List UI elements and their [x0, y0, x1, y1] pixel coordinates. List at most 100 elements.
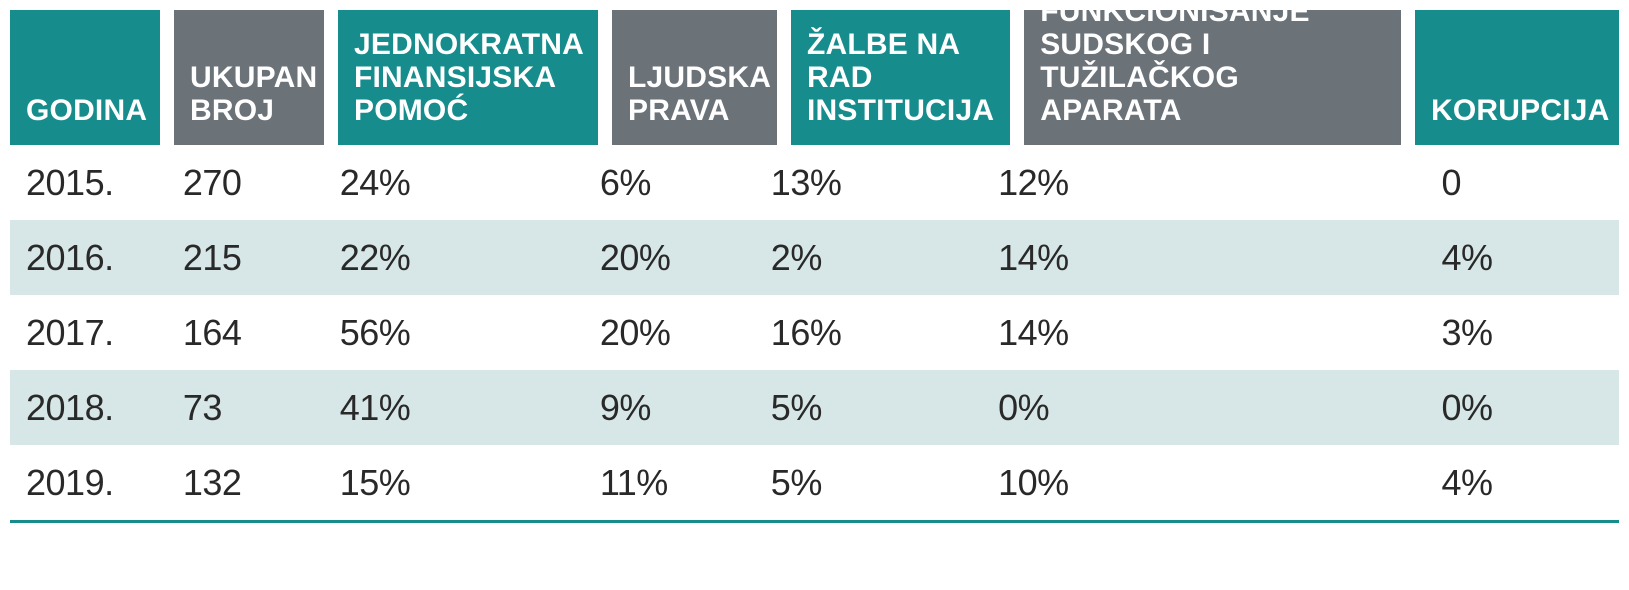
cell-ljudska-prava: 20% [584, 295, 741, 370]
cell-zalbe-institucija: 16% [755, 295, 968, 370]
cell-value: 270 [183, 162, 242, 204]
cell-value: 0% [998, 387, 1049, 429]
cell-zalbe-institucija: 2% [755, 220, 968, 295]
table-row: 2015. 270 24% 6% 13% 12% 0 [10, 145, 1619, 220]
col-header-label: UKUPAN BROJ [190, 61, 317, 127]
col-header-godina: GODINA [10, 10, 160, 145]
column-gap [741, 295, 755, 370]
column-gap [570, 145, 584, 220]
cell-korupcija: 4% [1425, 220, 1619, 295]
column-gap [310, 220, 324, 295]
cell-zalbe-sudskog: 0% [982, 370, 1411, 445]
cell-ljudska-prava: 9% [584, 370, 741, 445]
cell-value: 14% [998, 312, 1069, 354]
table-row: 2018. 73 41% 9% 5% 0% 0% [10, 370, 1619, 445]
column-gap [160, 10, 174, 145]
cell-value: 164 [183, 312, 242, 354]
cell-ukupan-broj: 270 [167, 145, 310, 220]
cell-value: 3% [1441, 312, 1492, 354]
column-gap [310, 145, 324, 220]
column-gap [570, 220, 584, 295]
column-gap [598, 10, 612, 145]
table-row: 2017. 164 56% 20% 16% 14% 3% [10, 295, 1619, 370]
col-header-label: KORUPCIJA [1431, 94, 1610, 127]
column-gap [153, 220, 167, 295]
cell-value: 5% [771, 387, 822, 429]
cell-zalbe-institucija: 5% [755, 370, 968, 445]
cell-godina: 2016. [10, 220, 153, 295]
cell-zalbe-institucija: 13% [755, 145, 968, 220]
cell-godina: 2017. [10, 295, 153, 370]
cell-value: 0% [1441, 387, 1492, 429]
cell-ukupan-broj: 132 [167, 445, 310, 520]
cell-zalbe-institucija: 5% [755, 445, 968, 520]
cell-korupcija: 4% [1425, 445, 1619, 520]
table-row: 2016. 215 22% 20% 2% 14% 4% [10, 220, 1619, 295]
cell-zalbe-sudskog: 10% [982, 445, 1411, 520]
column-gap [310, 445, 324, 520]
col-header-label: JEDNOKRATNA FINANSIJSKA POMOĆ [354, 28, 583, 127]
col-header-label: GODINA [26, 94, 147, 127]
column-gap [968, 220, 982, 295]
data-table: GODINA UKUPAN BROJ JEDNOKRATNA FINANSIJS… [10, 10, 1619, 523]
cell-value: 2019. [26, 462, 114, 504]
cell-jednokratna: 56% [324, 295, 570, 370]
cell-godina: 2018. [10, 370, 153, 445]
cell-ljudska-prava: 6% [584, 145, 741, 220]
cell-ljudska-prava: 20% [584, 220, 741, 295]
column-gap [1401, 10, 1415, 145]
cell-ljudska-prava: 11% [584, 445, 741, 520]
cell-ukupan-broj: 73 [167, 370, 310, 445]
column-gap [1411, 295, 1425, 370]
column-gap [570, 445, 584, 520]
column-gap [968, 445, 982, 520]
table-header-row: GODINA UKUPAN BROJ JEDNOKRATNA FINANSIJS… [10, 10, 1619, 145]
cell-value: 0 [1441, 162, 1461, 204]
cell-zalbe-sudskog: 12% [982, 145, 1411, 220]
col-header-ljudska-prava: LJUDSKA PRAVA [612, 10, 777, 145]
cell-korupcija: 0 [1425, 145, 1619, 220]
cell-jednokratna: 22% [324, 220, 570, 295]
cell-value: 2015. [26, 162, 114, 204]
cell-zalbe-sudskog: 14% [982, 220, 1411, 295]
col-header-korupcija: KORUPCIJA [1415, 10, 1619, 145]
column-gap [741, 145, 755, 220]
cell-value: 11% [600, 462, 668, 504]
cell-value: 5% [771, 462, 822, 504]
column-gap [741, 445, 755, 520]
column-gap [153, 370, 167, 445]
column-gap [1010, 10, 1024, 145]
column-gap [324, 10, 338, 145]
col-header-zalbe-institucija: ŽALBE NA RAD INSTITUCIJA [791, 10, 1010, 145]
col-header-label: LJUDSKA PRAVA [628, 61, 770, 127]
cell-value: 132 [183, 462, 242, 504]
cell-value: 2016. [26, 237, 114, 279]
cell-value: 2018. [26, 387, 114, 429]
column-gap [968, 370, 982, 445]
cell-value: 12% [998, 162, 1069, 204]
column-gap [777, 10, 791, 145]
col-header-ukupan-broj: UKUPAN BROJ [174, 10, 324, 145]
cell-value: 10% [998, 462, 1069, 504]
col-header-zalbe-sudskog: ŽALBE NA FUNKCIONISANJE SUDSKOG I TUŽILA… [1024, 10, 1401, 145]
cell-value: 56% [340, 312, 411, 354]
cell-value: 41% [340, 387, 411, 429]
column-gap [1411, 445, 1425, 520]
cell-zalbe-sudskog: 14% [982, 295, 1411, 370]
cell-jednokratna: 41% [324, 370, 570, 445]
cell-value: 16% [771, 312, 842, 354]
cell-jednokratna: 15% [324, 445, 570, 520]
column-gap [1411, 145, 1425, 220]
cell-jednokratna: 24% [324, 145, 570, 220]
cell-value: 4% [1441, 237, 1492, 279]
column-gap [570, 370, 584, 445]
col-header-label: ŽALBE NA RAD INSTITUCIJA [807, 28, 994, 127]
column-gap [570, 295, 584, 370]
column-gap [310, 370, 324, 445]
cell-ukupan-broj: 164 [167, 295, 310, 370]
cell-korupcija: 3% [1425, 295, 1619, 370]
column-gap [968, 145, 982, 220]
cell-value: 215 [183, 237, 242, 279]
cell-ukupan-broj: 215 [167, 220, 310, 295]
column-gap [741, 220, 755, 295]
